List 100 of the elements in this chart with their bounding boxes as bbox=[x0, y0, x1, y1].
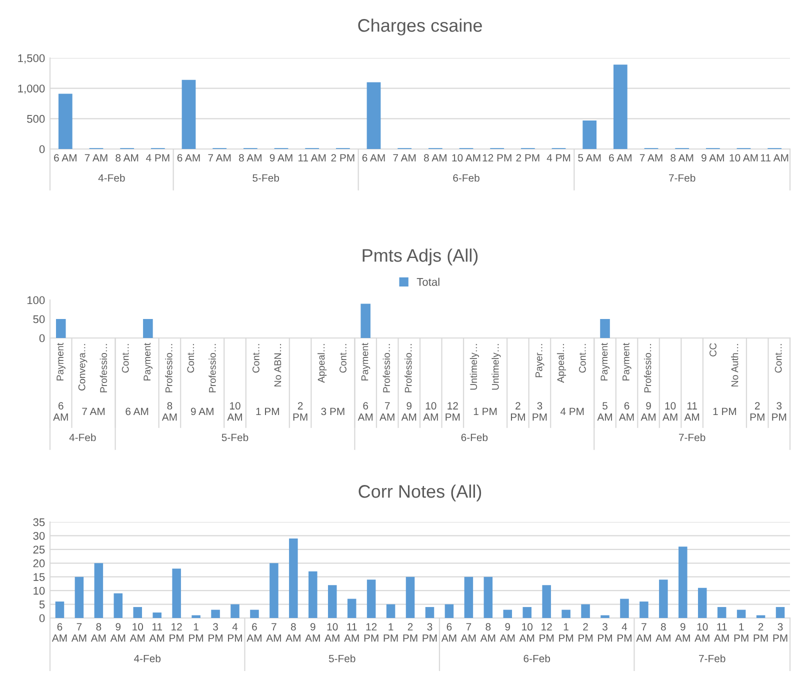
text: 9 AM bbox=[190, 408, 214, 416]
x-tick-label: Payment bbox=[622, 342, 632, 380]
x-tick-label: 2 PM bbox=[578, 623, 592, 642]
x-tick-label: 9 AM bbox=[675, 623, 690, 642]
y-tick-label: 500 bbox=[27, 114, 45, 123]
bar bbox=[484, 576, 493, 618]
x-tick-label: No ABN… bbox=[274, 344, 282, 386]
x-tick-label: 7 AM bbox=[71, 623, 86, 642]
x-tick-label: Cont… bbox=[252, 344, 260, 373]
text: 7 AM bbox=[82, 408, 105, 416]
x-tick-label: 6 AM bbox=[441, 623, 456, 642]
x-tick-label: CC bbox=[710, 343, 716, 356]
text: 3 PM bbox=[772, 402, 786, 421]
x-tick-label: 6 AM bbox=[52, 623, 67, 642]
x-tick-label: 9 AM bbox=[702, 154, 724, 162]
text: 10 AM bbox=[423, 402, 438, 421]
bar bbox=[620, 598, 629, 618]
x-tick-label: 12 PM bbox=[170, 623, 184, 642]
y-tick-label: 50 bbox=[33, 315, 45, 324]
x-tick-label: 7 AM bbox=[640, 154, 662, 162]
bar bbox=[386, 604, 396, 618]
x-tick-label: Payment bbox=[56, 342, 66, 380]
x-tick-label: 9 AM bbox=[305, 623, 320, 642]
x-tick-label: Cont… bbox=[122, 344, 129, 373]
bar bbox=[94, 563, 104, 618]
x-tick-label: 7 AM bbox=[460, 623, 476, 642]
bar bbox=[613, 64, 628, 149]
y-tick-label: 5 bbox=[39, 600, 45, 608]
x-tick-label: 6 AM bbox=[609, 154, 632, 162]
x-tick-label: Cont… bbox=[578, 344, 586, 373]
bar bbox=[464, 576, 474, 618]
text: 3 PM bbox=[532, 402, 547, 421]
bar bbox=[152, 612, 162, 618]
x-tick-label: Professio… bbox=[165, 344, 172, 392]
y-tick-label: 35 bbox=[33, 518, 45, 526]
x-tick-label: 3 PM bbox=[208, 623, 222, 642]
bar bbox=[503, 610, 512, 618]
x-tick-label: 10 AM bbox=[130, 623, 145, 642]
x-tick-label: 10 AM bbox=[324, 623, 340, 642]
y-tick-label: 15 bbox=[34, 573, 45, 581]
x-tick-label: 11 AM bbox=[149, 623, 164, 642]
text: 5-Feb bbox=[328, 654, 356, 662]
x-tick-label: 4 PM bbox=[546, 154, 570, 162]
x-tick-label: 6 AM bbox=[177, 154, 200, 162]
x-tick-label: Cont… bbox=[340, 344, 346, 373]
x-tick-label: 6 AM bbox=[246, 623, 262, 642]
x-tick-label: 3 PM bbox=[422, 623, 437, 642]
x-tick-label: Payer… bbox=[536, 344, 544, 378]
text: 1 PM bbox=[256, 408, 279, 416]
y-tick-label: 100 bbox=[27, 296, 45, 304]
y-tick-label: 1,500 bbox=[18, 54, 45, 64]
x-tick-label: 10 AM bbox=[452, 154, 480, 162]
x-tick-label: Professio… bbox=[208, 344, 216, 392]
x-tick-label: 2 PM bbox=[331, 154, 354, 162]
x-tick-label: Appeal… bbox=[318, 344, 327, 383]
bar bbox=[289, 538, 298, 618]
y-tick-label: 0 bbox=[39, 334, 45, 342]
text: 9 AM bbox=[401, 402, 416, 421]
text: 9 AM bbox=[640, 402, 656, 421]
text: 4-Feb bbox=[134, 654, 161, 662]
bar bbox=[230, 604, 240, 618]
x-tick-label: 8 AM bbox=[424, 154, 446, 162]
x-tick-label: 9 AM bbox=[270, 154, 292, 162]
x-tick-label: 4 PM bbox=[618, 623, 632, 642]
x-tick-label: Payment bbox=[144, 342, 152, 380]
x-tick-label: 10 AM bbox=[519, 623, 534, 642]
text: 10 AM bbox=[227, 402, 242, 421]
chart-title: Corr Notes (All) bbox=[358, 484, 482, 502]
bar bbox=[250, 610, 259, 618]
x-tick-label: 1 PM bbox=[559, 623, 574, 642]
y-tick-label: 20 bbox=[33, 559, 45, 568]
x-tick-label: 8 AM bbox=[656, 623, 670, 642]
x-tick-label: 7 AM bbox=[208, 154, 231, 162]
bar bbox=[522, 607, 532, 618]
text: 6-Feb bbox=[524, 654, 550, 662]
x-tick-label: 11 AM bbox=[714, 623, 729, 642]
text: 6 AM bbox=[618, 402, 634, 421]
bar bbox=[640, 602, 648, 618]
bar bbox=[192, 615, 200, 618]
legend-label: Total bbox=[416, 278, 440, 286]
x-tick-label: 6 AM bbox=[54, 154, 76, 162]
bar bbox=[328, 585, 337, 618]
x-tick-label: 9 AM bbox=[500, 623, 515, 642]
bar bbox=[562, 610, 570, 618]
bar bbox=[736, 610, 746, 618]
x-tick-label: Cont… bbox=[774, 344, 782, 373]
x-tick-label: 8 AM bbox=[480, 623, 496, 642]
text: 6 AM bbox=[126, 408, 148, 416]
text: 6-Feb bbox=[461, 434, 488, 442]
x-tick-label: Conveya… bbox=[78, 344, 88, 390]
x-tick-label: Cont… bbox=[187, 344, 194, 373]
text: 1 PM bbox=[474, 408, 497, 416]
x-tick-label: 3 PM bbox=[773, 623, 788, 642]
x-tick-label: 12 PM bbox=[540, 623, 554, 642]
x-tick-label: Professio… bbox=[644, 344, 652, 392]
text: 11 AM bbox=[684, 402, 700, 421]
x-tick-label: Payment bbox=[361, 342, 370, 380]
bar bbox=[133, 607, 142, 618]
x-tick-label: 12 PM bbox=[482, 154, 512, 162]
x-tick-label: 12 PM bbox=[364, 623, 378, 642]
